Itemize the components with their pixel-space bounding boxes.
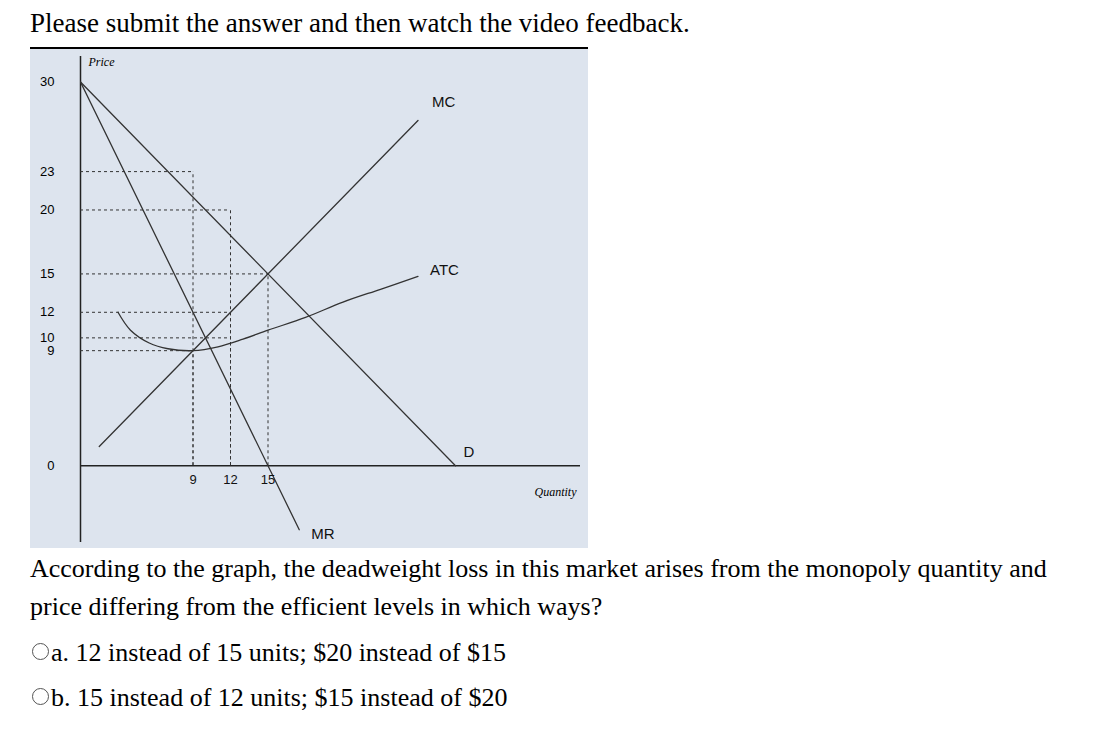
- html-text:b. 15 instead of 12 units; $15: b. 15 instead of 12 units; $15 instead o…: [51, 683, 508, 712]
- svg-text:Price: Price: [88, 55, 116, 69]
- svg-text:15: 15: [261, 472, 275, 487]
- svg-text:12: 12: [223, 472, 237, 487]
- svg-text:30: 30: [40, 74, 54, 89]
- svg-text:12: 12: [40, 304, 54, 319]
- svg-text:20: 20: [40, 202, 54, 217]
- html-text:According to the graph, the de: According to the graph, the deadweight l…: [30, 554, 1047, 621]
- svg-text:23: 23: [40, 164, 54, 179]
- svg-text:MR: MR: [311, 525, 334, 542]
- html-text:Please submit the answer and t: Please submit the answer and then watch …: [30, 8, 690, 38]
- svg-text:15: 15: [40, 266, 54, 281]
- svg-text:10: 10: [40, 330, 54, 345]
- svg-text:0: 0: [47, 458, 54, 473]
- svg-text:9: 9: [47, 343, 54, 358]
- svg-text:ATC: ATC: [430, 261, 459, 278]
- svg-text:D: D: [464, 443, 475, 460]
- svg-text:9: 9: [189, 472, 196, 487]
- svg-text:MC: MC: [432, 93, 455, 110]
- html-text:a. 12 instead of 15 units; $20: a. 12 instead of 15 units; $20 instead o…: [51, 638, 506, 667]
- svg-text:Quantity: Quantity: [535, 485, 578, 499]
